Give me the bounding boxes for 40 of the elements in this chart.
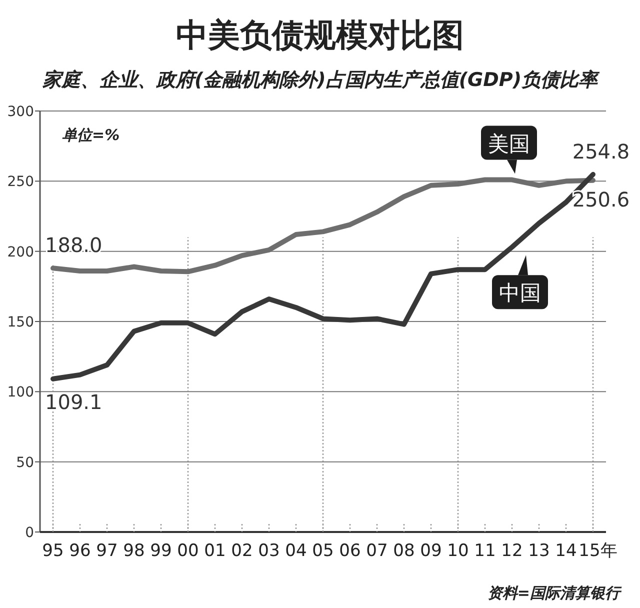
x-tick-label: 99 <box>150 541 172 561</box>
x-tick-label: 08 <box>393 541 415 561</box>
x-tick-label: 15年 <box>578 541 618 561</box>
x-tick-label: 00 <box>177 541 199 561</box>
y-tick-label: 250 <box>7 174 34 190</box>
label-中国: 中国 <box>492 255 548 310</box>
annotation: 250.6 <box>572 187 630 212</box>
x-tick-label: 01 <box>204 541 226 561</box>
series-label: 中国 <box>499 281 541 306</box>
annotation: 单位=% <box>62 126 120 144</box>
x-tick-label: 05 <box>312 541 334 561</box>
text: 资料=国际清算银行 <box>487 584 622 602</box>
x-tick-label: 13 <box>528 541 550 561</box>
x-tick-label: 02 <box>231 541 253 561</box>
x-tick-label: 96 <box>69 541 91 561</box>
label-美国: 美国 <box>481 126 537 174</box>
x-tick-label: 12 <box>501 541 523 561</box>
x-tick-label: 11 <box>474 541 496 561</box>
x-tick-label: 14 <box>555 541 577 561</box>
x-tick-label: 98 <box>123 541 145 561</box>
y-tick-label: 150 <box>7 314 34 330</box>
x-tick-label: 97 <box>96 541 118 561</box>
x-tick-label: 03 <box>258 541 280 561</box>
y-tick-label: 300 <box>7 104 34 120</box>
y-tick-label: 50 <box>16 454 34 471</box>
x-tick-label: 10 <box>447 541 469 561</box>
chart-subtitle: 家庭、企业、政府(金融机构除外)占国内生产总值(GDP)负债比率 <box>41 69 601 91</box>
x-tick-label: 06 <box>339 541 361 561</box>
annotation: 188.0 <box>45 233 102 258</box>
x-tick-label: 04 <box>285 541 307 561</box>
x-tick-label: 07 <box>366 541 388 561</box>
annotation: 254.8 <box>572 139 630 164</box>
series-label: 美国 <box>488 132 530 156</box>
x-tick-label: 95 <box>42 541 64 561</box>
x-tick-label: 09 <box>420 541 442 561</box>
y-tick-label: 0 <box>25 525 34 541</box>
y-tick-label: 200 <box>7 244 34 260</box>
chart-title: 中美负债规模对比图 <box>176 16 464 54</box>
annotation: 109.1 <box>45 390 102 414</box>
y-tick-label: 100 <box>7 384 34 401</box>
